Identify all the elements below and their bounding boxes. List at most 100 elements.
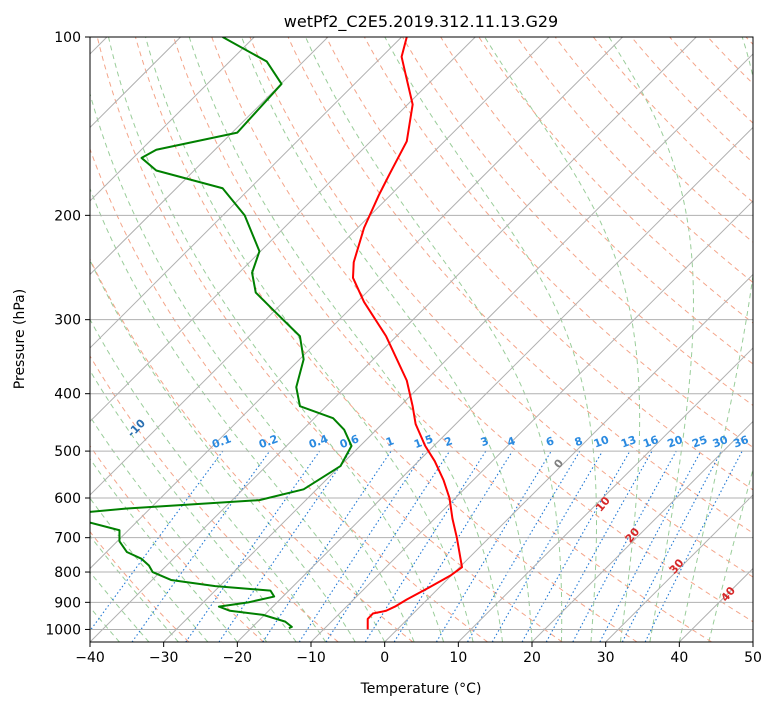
mixing-ratio-label: 0.4 [307, 432, 330, 451]
x-tick-label: −30 [149, 650, 179, 666]
moist-adiabat-line [384, 37, 598, 642]
isotherm-line [90, 37, 255, 202]
x-tick-label: 40 [670, 650, 688, 666]
mixing-ratio-line [218, 450, 351, 642]
moist-adiabat-line [90, 535, 179, 642]
moist-adiabat-line [241, 37, 533, 642]
y-tick-label: 100 [54, 30, 81, 46]
mixing-ratio-label: 0.2 [257, 432, 280, 451]
x-tick-label: −10 [296, 650, 326, 666]
moist-adiabat-line [108, 37, 445, 642]
isotherm-line [90, 37, 476, 423]
y-axis-label: Pressure (hPa) [12, 289, 28, 389]
mixing-ratio-label: 2 [443, 434, 455, 449]
dry-adiabat-line [363, 37, 753, 448]
x-tick-label: −20 [223, 650, 253, 666]
y-tick-label: 800 [54, 565, 81, 581]
y-tick-label: 300 [54, 313, 81, 329]
mixing-ratio-label: 16 [641, 433, 660, 451]
mixing-ratio-label: 8 [573, 434, 585, 449]
y-axis: 1000 900 800 700 600 500 400 300 200 100 [45, 30, 90, 638]
isotherm-line [531, 420, 753, 642]
isotherm-line [310, 200, 753, 642]
mixing-ratio-line [364, 450, 487, 642]
isotherm-line [236, 126, 753, 642]
isotherm-line [163, 53, 753, 642]
moist-adiabat-line [90, 497, 209, 642]
y-tick-label: 200 [54, 208, 81, 224]
y-tick-label: 400 [54, 387, 81, 403]
chart-title: wetPf2_C2E5.2019.312.11.13.G29 [284, 12, 558, 32]
moist-adiabat-line [608, 37, 694, 642]
isotherm-grid [90, 37, 753, 642]
dry-adiabat-line [90, 355, 339, 642]
mixing-ratio-line [90, 450, 224, 632]
isotherm-line [90, 37, 329, 276]
x-tick-label: 20 [523, 650, 541, 666]
x-tick-label: −40 [75, 650, 105, 666]
moist-adiabat-line [484, 37, 641, 642]
mixing-ratio-line [393, 450, 513, 642]
moist-adiabat-line [90, 259, 356, 642]
mixing-ratio-line [521, 450, 631, 642]
mixing-ratio-label: 10 [592, 433, 611, 451]
dry-adiabat-line [440, 37, 753, 365]
dry-adiabat-line [96, 37, 563, 642]
mixing-ratio-line [298, 450, 426, 642]
y-tick-label: 500 [54, 444, 81, 460]
dry-adiabat-line [90, 530, 190, 642]
x-tick-label: 50 [744, 650, 762, 666]
dry-adiabats [90, 37, 753, 642]
moist-adiabat-line [90, 369, 297, 642]
mixing-ratio-label: 20 [666, 433, 685, 451]
x-axis: −40 −30 −20 −10 0 10 20 30 40 50 [75, 642, 762, 666]
x-axis-label: Temperature (°C) [360, 681, 482, 697]
moist-adiabat-line [145, 37, 474, 642]
y-tick-label: 900 [54, 595, 81, 611]
y-tick-label: 1000 [45, 622, 81, 638]
dry-adiabat-line [134, 37, 638, 642]
moist-adiabat-line [90, 415, 268, 642]
isotherm-line [90, 37, 550, 496]
dry-adiabat-line [325, 37, 753, 491]
mixing-ratio-label: 1 [384, 434, 396, 449]
moist-adiabat-line [90, 457, 238, 642]
plot-area: 0.10.20.40.611.52346810131620253036-100-… [90, 37, 753, 642]
mixing-ratio-line [572, 450, 677, 642]
x-tick-label: 10 [449, 650, 467, 666]
mixing-ratio-label: 36 [732, 433, 751, 451]
isotherm-line [605, 494, 753, 642]
sounding-series [90, 37, 464, 630]
adiabat-labels: 0.10.20.40.611.52346810131620253036-100-… [125, 416, 751, 604]
dry-adiabat-line [90, 258, 414, 642]
mixing-ratio-line [131, 450, 271, 642]
isotherm-line [457, 347, 753, 642]
dry-adiabat-line [402, 37, 753, 407]
pressure-grid [90, 37, 753, 630]
mixing-ratio-line [545, 450, 653, 642]
mixing-ratio-line [644, 450, 743, 642]
x-tick-label: 0 [380, 650, 389, 666]
mixing-ratio-line [185, 450, 321, 642]
mixing-ratio-label: 0.1 [210, 432, 233, 451]
y-tick-label: 600 [54, 491, 81, 507]
isotherm-line [384, 273, 753, 642]
plot-frame [89, 36, 754, 643]
isotherm-line [90, 37, 623, 570]
mixing-ratio-label: 6 [544, 434, 556, 449]
mixing-ratio-label: 4 [505, 434, 517, 449]
dewpoint-line [90, 37, 353, 630]
x-tick-label: 30 [597, 650, 615, 666]
mixing-ratio-line [325, 450, 451, 642]
isotherm-line [90, 37, 402, 349]
mixing-ratio-label: 25 [690, 433, 709, 450]
isotherm-line [90, 37, 697, 642]
mixing-ratio-lines [90, 450, 743, 642]
y-tick-label: 700 [54, 531, 81, 547]
temperature-line [351, 37, 464, 630]
dry-adiabat-line [249, 37, 753, 578]
moist-adiabat-line [305, 37, 563, 642]
mixing-ratio-label: 3 [479, 434, 491, 449]
mixing-ratio-label: 30 [711, 433, 730, 451]
